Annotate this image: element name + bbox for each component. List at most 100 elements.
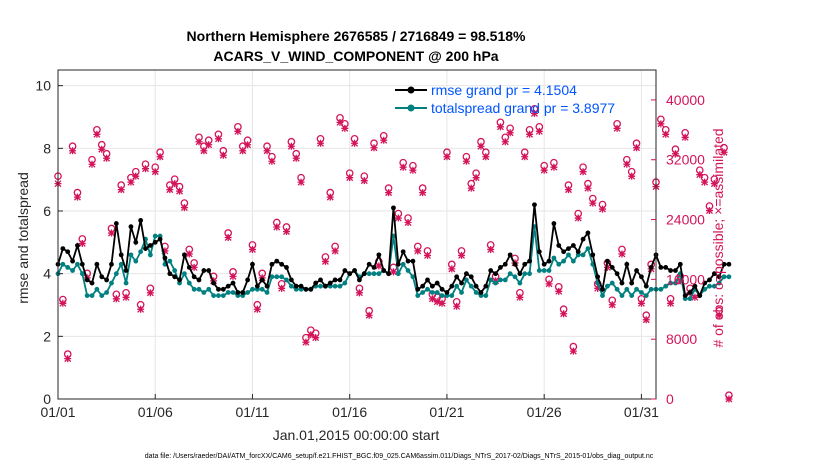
obs-assimilated-point: [487, 245, 495, 253]
rmse-point: [94, 261, 100, 267]
obs-assimilated-point: [292, 154, 300, 162]
totalspread-point: [561, 258, 567, 264]
obs-assimilated-point: [428, 295, 436, 303]
totalspread-point: [128, 252, 134, 258]
obs-assimilated-point: [423, 251, 431, 259]
obs-assimilated-point: [681, 133, 689, 141]
rmse-point: [634, 268, 639, 273]
obs-assimilated-point: [69, 147, 77, 155]
rmse-point: [376, 252, 382, 258]
totalspread-point: [483, 293, 489, 298]
rmse-point: [575, 249, 581, 255]
rmse-point: [502, 261, 508, 267]
x-tick-label: 01/26: [527, 404, 562, 420]
rmse-point: [498, 265, 503, 270]
rmse-point: [284, 265, 289, 270]
totalspread-point: [449, 293, 455, 298]
totalspread-point: [113, 271, 119, 277]
obs-assimilated-point: [409, 166, 417, 174]
totalspread-point: [186, 280, 192, 286]
totalspread-point: [454, 283, 460, 289]
obs-assimilated-point: [613, 124, 621, 132]
rmse-point: [439, 286, 445, 292]
totalspread-point: [84, 293, 90, 298]
rmse-point: [643, 283, 649, 289]
rmse-point: [682, 293, 688, 298]
x-tick-label: 01/16: [332, 404, 367, 420]
totalspread-point: [556, 261, 562, 267]
rmse-point: [143, 246, 148, 252]
totalspread-point: [337, 283, 343, 289]
x-tick-label: 01/31: [624, 404, 659, 420]
legend-spread-label: totalspread grand pr = 3.8977: [431, 100, 615, 116]
totalspread-point: [507, 271, 513, 277]
rmse-point: [580, 236, 586, 242]
obs-assimilated-point: [88, 160, 96, 168]
rmse-point: [206, 268, 212, 273]
rmse-point: [109, 261, 114, 267]
rmse-point: [663, 265, 669, 270]
rmse-point: [566, 246, 571, 252]
y-left-tick-label: 4: [43, 266, 51, 282]
rmse-point: [522, 261, 528, 267]
obs-assimilated-point: [297, 178, 305, 186]
rmse-point: [342, 268, 348, 273]
rmse-point: [707, 277, 712, 283]
obs-assimilated-point: [331, 247, 339, 255]
obs-assimilated-point: [351, 139, 359, 147]
legend-spread-marker: [407, 104, 415, 112]
obs-assimilated-point: [705, 207, 713, 215]
obs-assimilated-point: [195, 138, 203, 146]
rmse-point: [279, 261, 285, 267]
obs-assimilated-point: [137, 305, 145, 313]
totalspread-point: [522, 271, 528, 277]
obs-assimilated-point: [107, 229, 115, 237]
y-right-tick-label: 32000: [666, 152, 705, 168]
legend-rmse-label: rmse grand pr = 4.1504: [431, 82, 577, 98]
totalspread-point: [658, 286, 664, 292]
obs-assimilated-point: [156, 153, 164, 161]
rmse-point: [668, 268, 673, 273]
obs-assimilated-point: [59, 299, 67, 307]
rmse-point: [556, 243, 562, 248]
obs-assimilated-point: [248, 245, 256, 253]
obs-assimilated-point: [151, 168, 159, 176]
totalspread-point: [663, 283, 669, 289]
x-tick-label: 01/01: [40, 404, 75, 420]
y-axis-left-label: rmse and totalspread: [15, 172, 31, 304]
rmse-point: [517, 271, 523, 277]
obs-assimilated-point: [253, 305, 261, 313]
obs-assimilated-point: [321, 257, 329, 265]
rmse-point: [303, 286, 309, 292]
totalspread-point: [634, 286, 639, 292]
totalspread-point: [245, 290, 251, 295]
rmse-point: [371, 265, 377, 270]
totalspread-point: [70, 268, 75, 273]
rmse-point: [211, 280, 216, 286]
rmse-point: [250, 261, 255, 267]
obs-assimilated-point: [569, 347, 577, 355]
obs-assimilated-point: [307, 331, 315, 339]
totalspread-point: [94, 286, 100, 292]
rmse-point: [512, 261, 518, 267]
obs-assimilated-point: [496, 123, 504, 131]
obs-assimilated-point: [589, 199, 597, 207]
rmse-point: [434, 280, 440, 286]
obs-possible-series: [54, 105, 733, 400]
totalspread-point: [668, 280, 673, 286]
rmse-point: [400, 249, 406, 255]
obs-assimilated-point: [190, 263, 198, 271]
obs-assimilated-point: [380, 136, 388, 144]
rmse-point: [322, 283, 328, 289]
obs-assimilated-point: [521, 153, 529, 161]
obs-assimilated-point: [385, 189, 393, 197]
obs-assimilated-point: [516, 293, 524, 301]
obs-assimilated-point: [419, 189, 427, 197]
rmse-point: [196, 277, 202, 283]
rmse-point: [225, 283, 231, 289]
rmse-line: [57, 204, 729, 298]
rmse-point: [604, 258, 610, 264]
totalspread-point: [65, 265, 71, 270]
y-right-tick-label: 16000: [666, 271, 705, 287]
totalspread-point: [711, 283, 717, 289]
